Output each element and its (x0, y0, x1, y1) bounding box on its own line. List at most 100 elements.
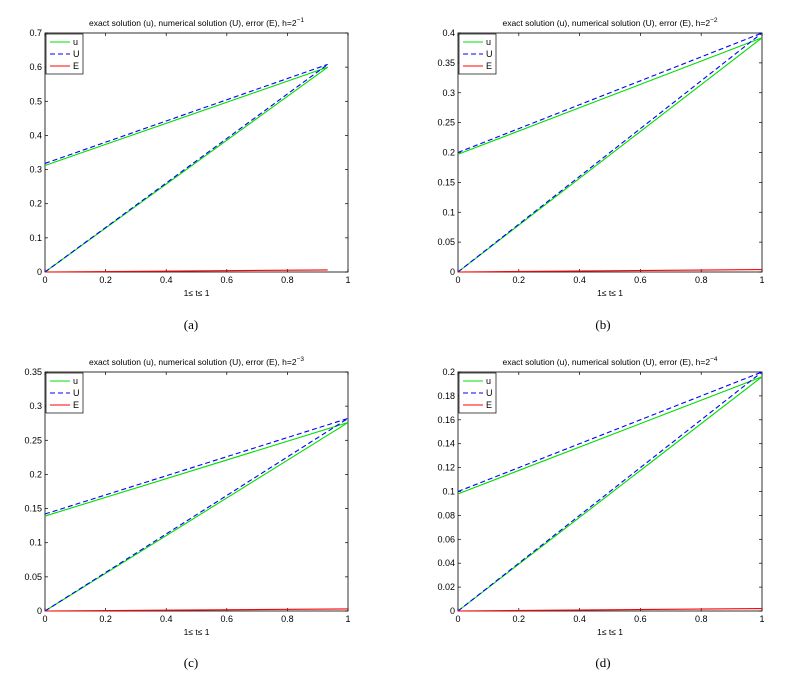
y-tick-label: 0.1 (442, 207, 455, 217)
legend: uUE (45, 33, 84, 75)
series-line-u (457, 37, 763, 273)
x-axis-label: 1≤ t≤ 1 (597, 288, 623, 298)
y-tick-label: 0.18 (437, 391, 455, 401)
y-tick-label: 0.4 (29, 130, 42, 140)
y-tick-label: 0.02 (437, 582, 455, 592)
x-tick-label: 0.6 (634, 275, 647, 285)
series-line-E (457, 269, 763, 273)
x-tick-label: 0.2 (99, 275, 112, 285)
legend: uUE (458, 33, 497, 75)
y-tick-label: 0.3 (29, 165, 42, 175)
plot-frame (44, 32, 349, 273)
series-line-U (457, 32, 763, 273)
x-tick-label: 1 (345, 614, 350, 624)
series-line-E (457, 608, 763, 612)
y-tick-label: 0.1 (442, 487, 455, 497)
legend-label-u: u (73, 37, 78, 47)
legend-label-E: E (73, 61, 79, 71)
legend-label-E: E (486, 400, 492, 410)
series-line-u (44, 422, 349, 517)
y-tick-label: 0.1 (29, 233, 42, 243)
y-tick-label: 0.2 (29, 199, 42, 209)
y-tick-label: 0.35 (24, 367, 42, 377)
series-line-U (44, 417, 349, 612)
y-tick-label: 0.25 (437, 118, 455, 128)
legend-label-E: E (486, 61, 492, 71)
series-line-U (457, 371, 763, 493)
y-tick-label: 0.15 (437, 177, 455, 187)
x-tick-label: 0 (42, 275, 47, 285)
series-line-u (44, 66, 328, 166)
x-tick-label: 0.4 (160, 275, 173, 285)
x-tick-label: 0.6 (634, 614, 647, 624)
chart-title-main: exact solution (u), numerical solution (… (502, 357, 710, 367)
x-tick-label: 0 (455, 275, 460, 285)
series-line-E (44, 269, 328, 273)
x-tick-label: 0 (455, 614, 460, 624)
x-axis-label: 1≤ t≤ 1 (184, 288, 210, 298)
x-tick-label: 1 (345, 275, 350, 285)
x-axis-label: 1≤ t≤ 1 (597, 627, 623, 637)
x-tick-label: 1 (759, 614, 764, 624)
y-tick-label: 0.08 (437, 510, 455, 520)
y-tick-label: 0.35 (437, 58, 455, 68)
series-line-u (457, 376, 763, 495)
x-tick-label: 0.8 (695, 614, 708, 624)
x-tick-label: 0.6 (221, 614, 234, 624)
y-tick-label: 0.04 (437, 558, 455, 568)
legend-label-U: U (486, 49, 493, 59)
y-tick-label: 0.5 (29, 96, 42, 106)
x-tick-label: 0.4 (573, 614, 586, 624)
plot-frame (44, 371, 349, 612)
y-tick-label: 0.14 (437, 439, 455, 449)
chart-title-main: exact solution (u), numerical solution (… (502, 18, 710, 28)
legend-label-U: U (73, 49, 80, 59)
y-tick-label: 0.7 (29, 28, 42, 38)
legend-label-U: U (73, 388, 80, 398)
series-line-U (457, 371, 763, 612)
x-tick-label: 1 (759, 275, 764, 285)
y-tick-label: 0.6 (29, 62, 42, 72)
x-tick-label: 0.2 (513, 614, 526, 624)
subfigure-caption: (c) (184, 655, 198, 670)
y-tick-label: 0 (37, 267, 42, 277)
x-tick-label: 0.6 (221, 275, 234, 285)
y-tick-label: 0.25 (24, 435, 42, 445)
x-axis-label: 1≤ t≤ 1 (184, 627, 210, 637)
subfigure-caption: (a) (184, 317, 198, 332)
x-tick-label: 0.8 (281, 614, 294, 624)
y-tick-label: 0.12 (437, 463, 455, 473)
chart-title-exponent: −1 (297, 17, 305, 24)
chart-panel-2: 0 0.2 0.4 0.6 0.8 1 0 0.05 0.1 0.15 0.2 0.25 0.3 0.35… (437, 17, 764, 298)
y-tick-label: 0 (37, 606, 42, 616)
chart-title-main: exact solution (u), numerical solution (… (89, 357, 297, 367)
series-line-U (44, 63, 329, 273)
y-tick-label: 0 (450, 606, 455, 616)
subfigure-caption: (b) (595, 317, 610, 332)
legend-label-U: U (486, 388, 493, 398)
chart-title: exact solution (u), numerical solution (… (502, 17, 717, 28)
y-tick-label: 0.15 (24, 504, 42, 514)
series-line-u (457, 37, 763, 155)
legend-label-u: u (73, 376, 78, 386)
x-tick-label: 0.4 (160, 614, 173, 624)
series-line-U (44, 417, 349, 515)
chart-title-main: exact solution (u), numerical solution (… (89, 18, 297, 28)
y-tick-label: 0.16 (437, 415, 455, 425)
y-tick-label: 0.3 (442, 88, 455, 98)
y-tick-label: 0.05 (437, 237, 455, 247)
series-line-U (457, 32, 763, 154)
x-tick-label: 0 (42, 614, 47, 624)
x-tick-label: 0.4 (573, 275, 586, 285)
y-tick-label: 0.05 (24, 572, 42, 582)
series-line-u (457, 376, 763, 612)
legend-label-u: u (486, 37, 491, 47)
y-tick-label: 0.1 (29, 538, 42, 548)
y-tick-label: 0.4 (442, 28, 455, 38)
x-tick-label: 0.8 (281, 275, 294, 285)
chart-title-exponent: −3 (297, 356, 305, 363)
x-tick-label: 0.2 (99, 614, 112, 624)
legend: uUE (45, 372, 84, 414)
chart-title: exact solution (u), numerical solution (… (89, 356, 304, 367)
y-tick-label: 0.3 (29, 401, 42, 411)
